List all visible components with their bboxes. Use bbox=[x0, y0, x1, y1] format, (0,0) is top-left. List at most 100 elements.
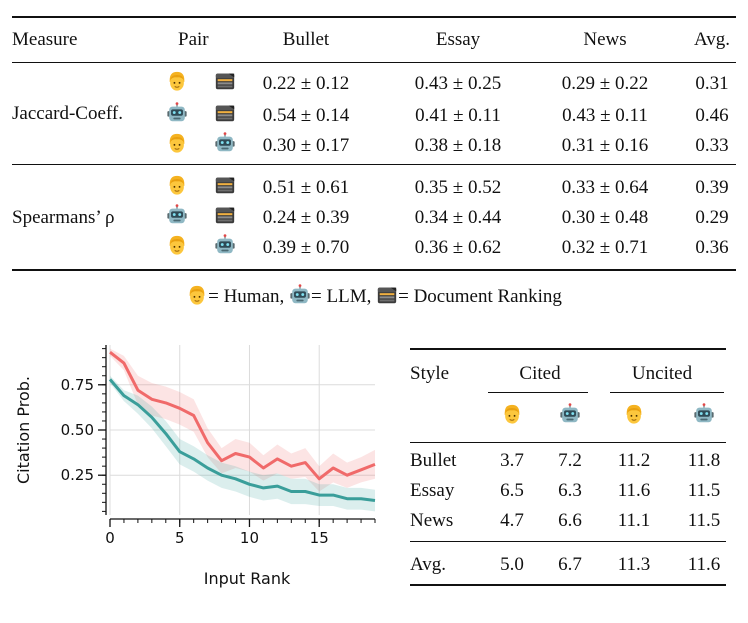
llm-icon bbox=[166, 204, 188, 226]
cell-value: 6.7 bbox=[558, 554, 582, 575]
cell-value: 0.46 bbox=[695, 105, 729, 126]
human-icon bbox=[166, 234, 188, 256]
cell-value: 0.30 ± 0.17 bbox=[262, 135, 350, 156]
cell-value: 0.43 ± 0.11 bbox=[562, 105, 648, 126]
cell-value: 3.7 bbox=[500, 450, 524, 471]
x-tick-label: 10 bbox=[240, 529, 259, 547]
llm-icon bbox=[289, 284, 311, 306]
header-bullet: Bullet bbox=[282, 29, 330, 50]
header-news: News bbox=[583, 29, 627, 50]
document-ranking-icon bbox=[376, 284, 398, 306]
cell-value: 0.43 ± 0.25 bbox=[414, 73, 502, 94]
y-tick-label: 0.50 bbox=[61, 421, 94, 439]
cell-value: 0.32 ± 0.71 bbox=[561, 237, 649, 258]
cell-value: 0.39 bbox=[695, 177, 729, 198]
table-bottom-rule bbox=[410, 584, 726, 586]
row-label-bullet: Bullet bbox=[410, 450, 457, 471]
citation-rank-table: Style Cited Uncited Bullet 3.7 7.2 11.2 … bbox=[410, 348, 726, 588]
cell-value: 0.35 ± 0.52 bbox=[414, 177, 502, 198]
legend-llm: = LLM, bbox=[311, 286, 372, 307]
cell-value: 0.39 ± 0.70 bbox=[262, 237, 350, 258]
document-ranking-icon bbox=[214, 204, 236, 226]
row-label-avg: Avg. bbox=[410, 554, 447, 575]
x-axis-label: Input Rank bbox=[204, 569, 291, 588]
table-top-rule bbox=[410, 348, 726, 350]
series-line-human bbox=[109, 351, 376, 481]
cell-value: 0.31 ± 0.16 bbox=[561, 135, 649, 156]
human-icon bbox=[166, 174, 188, 196]
cell-value: 11.5 bbox=[687, 480, 721, 501]
cell-value: 0.36 ± 0.62 bbox=[414, 237, 502, 258]
human-icon bbox=[166, 132, 188, 154]
group-label-jaccard: Jaccard-Coeff. bbox=[12, 103, 123, 124]
llm-icon bbox=[166, 102, 188, 124]
cell-value: 0.30 ± 0.48 bbox=[561, 207, 649, 228]
chart-grid bbox=[109, 345, 375, 515]
x-tick-label: 0 bbox=[105, 529, 115, 547]
chart-axes: 0.25 0.50 0.75 0 5 10 15 bbox=[61, 345, 376, 547]
cell-value: 0.41 ± 0.11 bbox=[415, 105, 501, 126]
cell-value: 0.29 bbox=[695, 207, 729, 228]
uncited-underline bbox=[610, 392, 724, 393]
cell-value: 0.22 ± 0.12 bbox=[262, 73, 350, 94]
chart-lines bbox=[108, 351, 376, 502]
cell-value: 0.54 ± 0.14 bbox=[262, 105, 350, 126]
human-icon bbox=[623, 403, 645, 425]
header-style: Style bbox=[410, 363, 450, 384]
table-bottom-rule bbox=[12, 269, 736, 271]
cell-value: 0.33 ± 0.64 bbox=[561, 177, 649, 198]
llm-icon bbox=[214, 132, 236, 154]
cell-value: 6.6 bbox=[558, 510, 582, 531]
cell-value: 6.3 bbox=[558, 480, 582, 501]
y-tick-label: 0.75 bbox=[61, 376, 94, 394]
icon-legend: = Human, = LLM, = Document Ranking bbox=[0, 284, 748, 308]
cell-value: 11.3 bbox=[617, 554, 651, 575]
y-tick-label: 0.25 bbox=[61, 466, 94, 484]
cell-value: 0.29 ± 0.22 bbox=[561, 73, 649, 94]
legend-human: = Human, bbox=[208, 286, 285, 307]
cell-value: 0.38 ± 0.18 bbox=[414, 135, 502, 156]
cited-underline bbox=[488, 392, 588, 393]
document-ranking-icon bbox=[214, 70, 236, 92]
x-tick-label: 15 bbox=[310, 529, 329, 547]
series-line-llm bbox=[108, 378, 376, 502]
human-icon bbox=[166, 70, 188, 92]
cell-value: 5.0 bbox=[500, 554, 524, 575]
confidence-band-human bbox=[110, 348, 375, 492]
legend-document-ranking: = Document Ranking bbox=[398, 286, 562, 307]
cell-value: 11.6 bbox=[687, 554, 721, 575]
comparison-table: Measure Pair Bullet Essay News Avg. Jacc… bbox=[12, 16, 736, 272]
row-label-news: News bbox=[410, 510, 454, 531]
cell-value: 4.7 bbox=[500, 510, 524, 531]
header-measure: Measure bbox=[12, 29, 78, 50]
table-header-rule bbox=[12, 62, 736, 63]
header-essay: Essay bbox=[435, 29, 481, 50]
llm-icon bbox=[693, 403, 715, 425]
y-axis-label: Citation Prob. bbox=[14, 376, 33, 484]
header-avg: Avg. bbox=[693, 29, 731, 50]
table-avg-rule bbox=[410, 541, 726, 542]
cell-value: 11.5 bbox=[687, 510, 721, 531]
cell-value: 7.2 bbox=[558, 450, 582, 471]
cell-value: 0.33 bbox=[695, 135, 729, 156]
citation-probability-chart: 0.25 0.50 0.75 0 5 10 15 Input Rank Citation P… bbox=[14, 345, 376, 588]
table-header-rule bbox=[410, 442, 726, 443]
cell-value: 0.36 bbox=[695, 237, 729, 258]
cell-value: 0.24 ± 0.39 bbox=[262, 207, 350, 228]
cell-value: 11.1 bbox=[617, 510, 651, 531]
table-top-rule bbox=[12, 16, 736, 18]
llm-icon bbox=[214, 234, 236, 256]
row-label-essay: Essay bbox=[410, 480, 455, 501]
header-pair: Pair bbox=[178, 29, 209, 50]
document-ranking-icon bbox=[214, 102, 236, 124]
human-icon bbox=[501, 403, 523, 425]
header-uncited: Uncited bbox=[631, 363, 693, 384]
cell-value: 0.31 bbox=[695, 73, 729, 94]
x-tick-label: 5 bbox=[175, 529, 185, 547]
llm-icon bbox=[559, 403, 581, 425]
table-group-rule bbox=[12, 164, 736, 165]
cell-value: 11.8 bbox=[687, 450, 721, 471]
human-icon bbox=[186, 284, 208, 306]
cell-value: 11.6 bbox=[617, 480, 651, 501]
cell-value: 11.2 bbox=[617, 450, 651, 471]
